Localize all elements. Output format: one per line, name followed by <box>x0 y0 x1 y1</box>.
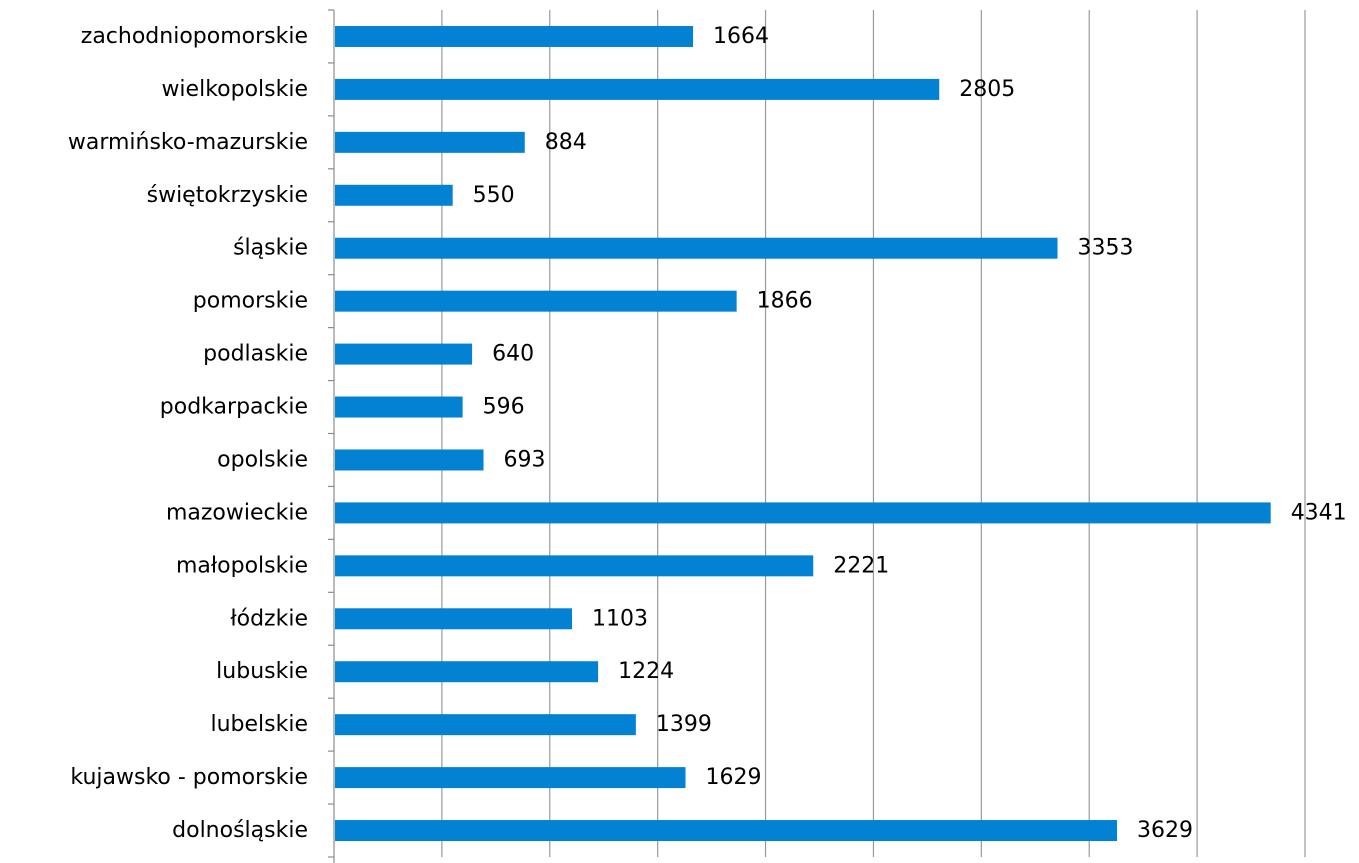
bar-0 <box>335 25 694 47</box>
data-label-5: 1866 <box>757 289 813 314</box>
bar-10 <box>335 555 814 577</box>
category-label-14: kujawsko - pomorskie <box>70 765 308 790</box>
category-label-10: małopolskie <box>176 553 308 578</box>
category-label-15: dolnośląskie <box>172 818 308 843</box>
data-labels: 1664 2805 884 550 3353 1866 640 596 693 4341 2221 1… <box>473 24 1347 843</box>
bar-9 <box>335 502 1271 524</box>
category-label-6: podlaskie <box>203 342 308 367</box>
data-label-10: 2221 <box>833 553 889 578</box>
bar-3 <box>335 184 453 206</box>
bar-4 <box>335 237 1058 259</box>
category-label-2: warmińsko-mazurskie <box>68 130 308 155</box>
data-label-12: 1224 <box>618 659 674 684</box>
category-label-5: pomorskie <box>193 289 308 314</box>
category-label-4: śląskie <box>233 236 308 261</box>
data-label-6: 640 <box>492 342 534 367</box>
data-label-14: 1629 <box>706 765 762 790</box>
data-label-13: 1399 <box>656 712 712 737</box>
category-label-0: zachodniopomorskie <box>81 24 308 49</box>
category-label-7: podkarpackie <box>160 395 308 420</box>
gridlines <box>441 10 1306 857</box>
data-label-2: 884 <box>545 130 587 155</box>
data-label-1: 2805 <box>959 77 1015 102</box>
data-label-4: 3353 <box>1078 236 1134 261</box>
data-label-8: 693 <box>504 447 546 472</box>
bar-5 <box>335 290 737 312</box>
data-label-15: 3629 <box>1137 818 1193 843</box>
bar-1 <box>335 78 940 100</box>
category-label-12: lubuskie <box>216 659 308 684</box>
category-labels: zachodniopomorskie wielkopolskie warmińsko… <box>68 24 308 843</box>
category-label-1: wielkopolskie <box>161 77 308 102</box>
data-label-11: 1103 <box>592 606 648 631</box>
category-label-13: lubelskie <box>210 712 308 737</box>
category-label-3: świętokrzyskie <box>147 183 308 208</box>
bar-14 <box>335 767 686 789</box>
data-label-7: 596 <box>483 395 525 420</box>
bar-7 <box>335 396 463 418</box>
category-label-9: mazowieckie <box>166 500 308 525</box>
bar-6 <box>335 343 473 365</box>
bar-13 <box>335 714 636 736</box>
bar-12 <box>335 661 599 683</box>
category-axis <box>328 9 335 863</box>
category-label-8: opolskie <box>217 447 308 472</box>
data-label-0: 1664 <box>713 24 769 49</box>
bar-11 <box>335 608 573 630</box>
data-label-9: 4341 <box>1291 500 1347 525</box>
data-label-3: 550 <box>473 183 515 208</box>
category-label-11: łódzkie <box>230 606 308 631</box>
bar-15 <box>335 820 1118 842</box>
bar-8 <box>335 449 484 471</box>
bars <box>335 25 1271 842</box>
bar-2 <box>335 131 525 153</box>
